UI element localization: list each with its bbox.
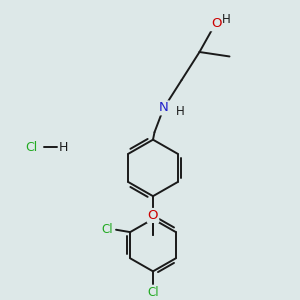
Text: O: O: [211, 17, 221, 30]
Text: H: H: [222, 14, 231, 26]
Text: H: H: [176, 105, 185, 118]
Text: O: O: [148, 209, 158, 222]
Text: Cl: Cl: [101, 223, 113, 236]
Text: H: H: [58, 141, 68, 154]
Text: Cl: Cl: [26, 141, 38, 154]
Text: N: N: [159, 101, 169, 114]
Text: Cl: Cl: [147, 286, 159, 299]
